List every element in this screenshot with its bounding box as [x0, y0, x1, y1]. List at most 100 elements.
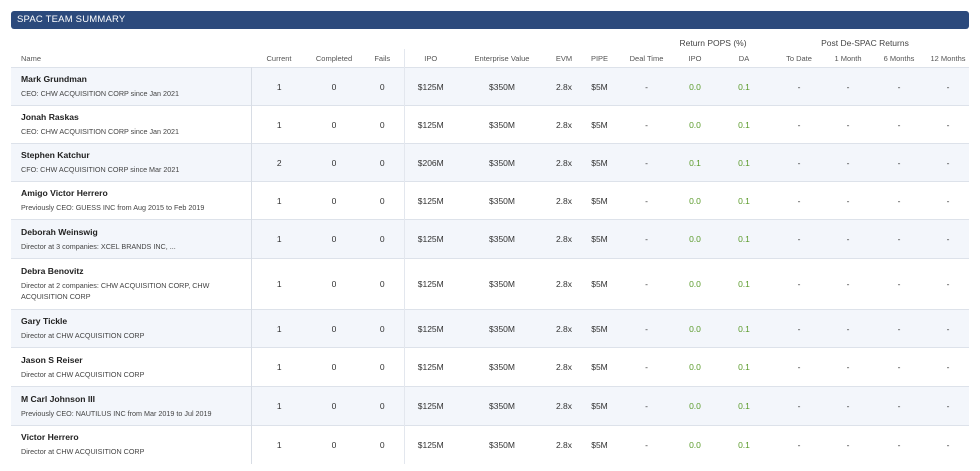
person-role: CFO: CHW ACQUISITION CORP since Mar 2021 — [21, 165, 180, 174]
cell-m1: - — [825, 219, 871, 259]
cell-ev: $350M — [457, 386, 547, 426]
col-header-deal-time[interactable]: Deal Time — [629, 53, 664, 63]
col-header-12-months[interactable]: 12 Months — [930, 53, 966, 63]
cell-completed: 0 — [307, 347, 361, 387]
cell-pops-ipo: 0.1 — [675, 143, 715, 182]
cell-pipe: $5M — [581, 67, 618, 106]
cell-current: 1 — [251, 67, 307, 106]
cell-ev: $350M — [457, 181, 547, 220]
cell-fails: 0 — [361, 309, 404, 348]
person-name-link[interactable]: Gary Tickle — [21, 316, 68, 326]
table-row[interactable]: Amigo Victor Herrero Previously CEO: GUES… — [11, 181, 969, 220]
cell-pops-da: 0.1 — [715, 386, 773, 426]
person-cell: M Carl Johnson III Previously CEO: NAUTIL… — [11, 386, 252, 426]
person-role: CEO: CHW ACQUISITION CORP since Jan 2021 — [21, 89, 180, 98]
col-header-pipe[interactable]: PIPE — [590, 53, 609, 63]
col-header-1-month[interactable]: 1 Month — [834, 53, 862, 63]
table-row[interactable]: Debra Benovitz Director at 2 companies: C… — [11, 258, 969, 310]
cell-m1: - — [825, 258, 871, 310]
cell-pops-da: 0.1 — [715, 181, 773, 220]
cell-m1: - — [825, 181, 871, 220]
cell-ipo: $125M — [403, 347, 457, 387]
cell-m12: - — [927, 219, 969, 259]
cell-m12: - — [927, 347, 969, 387]
col-header-pops-da[interactable]: DA — [738, 53, 750, 63]
cell-to-date: - — [773, 67, 825, 106]
cell-pops-da: 0.1 — [715, 143, 773, 182]
cell-to-date: - — [773, 347, 825, 387]
cell-completed: 0 — [307, 105, 361, 144]
cell-m6: - — [871, 347, 927, 387]
cell-pops-ipo: 0.0 — [675, 386, 715, 426]
col-header-to-date[interactable]: To Date — [786, 53, 812, 63]
person-name-link[interactable]: Jonah Raskas — [21, 112, 79, 122]
person-cell: Amigo Victor Herrero Previously CEO: GUES… — [11, 181, 252, 220]
person-name-link[interactable]: Victor Herrero — [21, 432, 79, 443]
table-row[interactable]: Jonah Raskas CEO: CHW ACQUISITION CORP si… — [11, 105, 969, 144]
table-row[interactable]: Jason S Reiser Director at CHW ACQUISITIO… — [11, 347, 969, 387]
cell-ev: $350M — [457, 347, 547, 387]
table-row[interactable]: Victor Herrero Director at CHW ACQUISITIO… — [11, 425, 969, 464]
table-row[interactable]: Mark Grundman CEO: CHW ACQUISITION CORP s… — [11, 67, 969, 106]
col-header-current[interactable]: Current — [266, 53, 292, 63]
col-header-completed[interactable]: Completed — [315, 53, 353, 63]
cell-evm: 2.8x — [547, 219, 581, 259]
person-name-link[interactable]: Stephen Katchur — [21, 150, 90, 160]
col-header-pops-ipo[interactable]: IPO — [688, 53, 702, 63]
cell-pops-ipo: 0.0 — [675, 181, 715, 220]
cell-ipo: $125M — [403, 425, 457, 464]
person-cell: Mark Grundman CEO: CHW ACQUISITION CORP s… — [11, 67, 252, 106]
cell-deal-time: - — [618, 105, 675, 144]
cell-m6: - — [871, 181, 927, 220]
person-cell: Deborah Weinswig Director at 3 companies:… — [11, 219, 252, 259]
cell-m6: - — [871, 258, 927, 310]
person-cell: Stephen Katchur CFO: CHW ACQUISITION CORP… — [11, 143, 252, 182]
col-header-name[interactable]: Name — [21, 53, 42, 63]
cell-m6: - — [871, 67, 927, 106]
col-header-fails[interactable]: Fails — [374, 53, 391, 63]
cell-m1: - — [825, 105, 871, 144]
cell-evm: 2.8x — [547, 347, 581, 387]
col-header-evm[interactable]: EVM — [555, 53, 573, 63]
cell-deal-time: - — [618, 67, 675, 106]
person-name-link[interactable]: Jason S Reiser — [21, 354, 83, 365]
person-cell: Gary Tickle Director at CHW ACQUISITION C… — [11, 309, 252, 348]
col-header-enterprise-value[interactable]: Enterprise Value — [474, 53, 530, 63]
person-name-link[interactable]: Amigo Victor Herrero — [21, 188, 108, 198]
cell-completed: 0 — [307, 309, 361, 348]
cell-pops-ipo: 0.0 — [675, 105, 715, 144]
person-cell: Debra Benovitz Director at 2 companies: C… — [11, 258, 252, 310]
cell-evm: 2.8x — [547, 425, 581, 464]
cell-pops-ipo: 0.0 — [675, 67, 715, 106]
person-cell: Victor Herrero Director at CHW ACQUISITIO… — [11, 425, 252, 464]
cell-fails: 0 — [361, 181, 404, 220]
cell-pops-da: 0.1 — [715, 258, 773, 310]
person-name-link[interactable]: M Carl Johnson III — [21, 393, 96, 404]
cell-completed: 0 — [307, 143, 361, 182]
cell-evm: 2.8x — [547, 67, 581, 106]
cell-ev: $350M — [457, 219, 547, 259]
cell-ev: $350M — [457, 425, 547, 464]
cell-evm: 2.8x — [547, 105, 581, 144]
person-name-link[interactable]: Deborah Weinswig — [21, 226, 98, 237]
cell-pipe: $5M — [581, 386, 618, 426]
person-name-link[interactable]: Mark Grundman — [21, 74, 87, 84]
cell-pops-da: 0.1 — [715, 309, 773, 348]
cell-ev: $350M — [457, 105, 547, 144]
cell-m6: - — [871, 309, 927, 348]
cell-m6: - — [871, 219, 927, 259]
table-row[interactable]: M Carl Johnson III Previously CEO: NAUTIL… — [11, 386, 969, 426]
cell-m6: - — [871, 425, 927, 464]
cell-current: 1 — [251, 347, 307, 387]
table-row[interactable]: Stephen Katchur CFO: CHW ACQUISITION CORP… — [11, 143, 969, 182]
person-role: Director at 2 companies: CHW ACQUISITION… — [21, 281, 210, 301]
cell-completed: 0 — [307, 258, 361, 310]
table-row[interactable]: Deborah Weinswig Director at 3 companies:… — [11, 219, 969, 259]
table-row[interactable]: Gary Tickle Director at CHW ACQUISITION C… — [11, 309, 969, 348]
cell-ipo: $206M — [403, 143, 457, 182]
cell-ipo: $125M — [403, 181, 457, 220]
cell-evm: 2.8x — [547, 181, 581, 220]
col-header-ipo[interactable]: IPO — [403, 49, 457, 68]
col-header-6-months[interactable]: 6 Months — [883, 53, 915, 63]
person-name-link[interactable]: Debra Benovitz — [21, 266, 84, 276]
